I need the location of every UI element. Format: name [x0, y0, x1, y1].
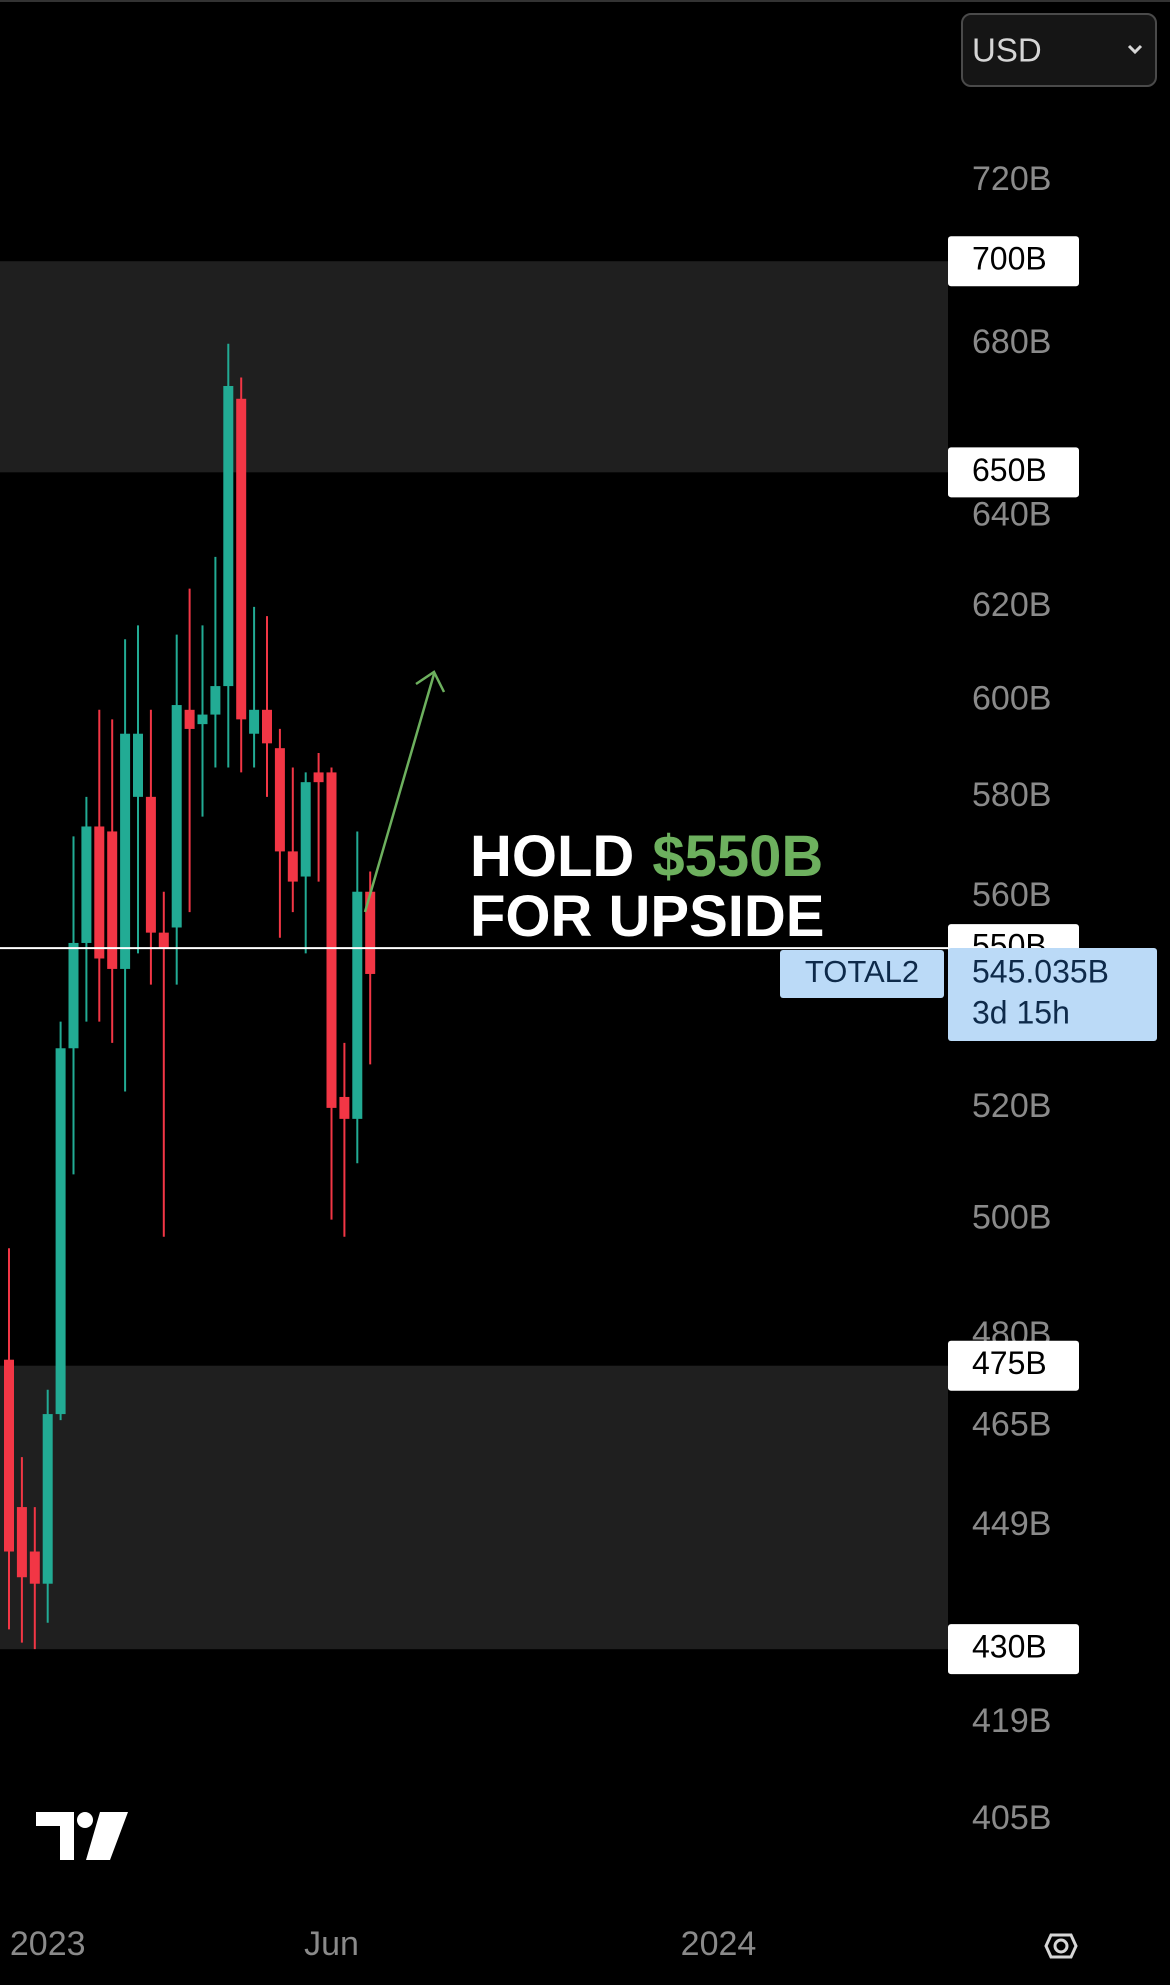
candle-body	[326, 772, 337, 1108]
candle-body	[158, 932, 169, 949]
level-label-box	[948, 1624, 1079, 1675]
y-tick-label: 580B	[972, 776, 1051, 814]
annotation: HOLD $550B	[470, 824, 823, 889]
level-label: 430B	[972, 1629, 1047, 1665]
candle-body	[42, 1414, 53, 1584]
y-tick-label: 449B	[972, 1505, 1051, 1543]
dropdown-box[interactable]	[961, 13, 1157, 87]
candle-body	[287, 851, 298, 882]
candle-body	[171, 705, 182, 928]
countdown-label: 3d 15h	[972, 994, 1070, 1030]
y-tick-label: 720B	[972, 160, 1051, 198]
currency-dropdown[interactable]: USD	[961, 13, 1157, 87]
candle-body	[352, 891, 363, 1119]
x-tick-label: 2024	[681, 1925, 757, 1963]
settings-button[interactable]	[1044, 1933, 1078, 1959]
y-tick-label: 405B	[972, 1799, 1051, 1837]
y-tick-label: 520B	[972, 1087, 1051, 1125]
symbol-label: TOTAL2	[805, 954, 919, 989]
candle-body	[339, 1096, 350, 1119]
level-label-box	[948, 236, 1079, 287]
candle-body	[29, 1551, 40, 1584]
level-label: 475B	[972, 1345, 1047, 1381]
candle-body	[16, 1507, 27, 1578]
level-label-box	[948, 447, 1079, 498]
level-label: 700B	[972, 241, 1047, 277]
settings-icon	[1053, 1938, 1069, 1954]
last-price-label: 545.035B	[972, 953, 1109, 989]
candle-body	[4, 1359, 14, 1552]
candle-body	[365, 891, 376, 974]
candle-body	[94, 826, 105, 959]
settings-icon[interactable]	[1044, 1933, 1078, 1959]
candle-body	[236, 398, 247, 720]
level-label: 650B	[972, 452, 1047, 488]
annotation-text: HOLD	[470, 824, 634, 889]
candle-body	[184, 709, 195, 729]
candle-body	[210, 686, 221, 715]
last-price-box	[948, 947, 1157, 1041]
candle-body	[262, 709, 272, 744]
logo-part	[36, 1812, 74, 1860]
y-tick-label: 640B	[972, 495, 1051, 533]
candle-body	[197, 714, 208, 725]
candle-body	[120, 733, 131, 969]
candle-body	[313, 772, 324, 783]
currency-label[interactable]: USD	[972, 32, 1042, 69]
y-tick-label: 560B	[972, 876, 1051, 914]
candle-body	[55, 1048, 66, 1415]
logo-part	[77, 1812, 93, 1828]
candle-body	[300, 782, 311, 877]
logo-part	[86, 1812, 128, 1860]
level-label-box	[948, 1340, 1079, 1391]
annotation-highlight: $550B	[652, 824, 823, 889]
candle-body	[133, 733, 143, 797]
x-tick-label: 2023	[10, 1925, 86, 1963]
annotation-text: FOR UPSIDE	[470, 884, 825, 949]
candle-body	[249, 709, 260, 734]
x-tick-label: Jun	[304, 1925, 359, 1963]
candle-body	[274, 748, 285, 852]
zone	[0, 261, 948, 473]
y-tick-label: 500B	[972, 1199, 1051, 1237]
candle-body	[81, 826, 92, 943]
chevron	[1127, 44, 1143, 55]
symbol-label-box	[780, 949, 944, 998]
y-tick-label: 620B	[972, 586, 1051, 624]
y-tick-label: 600B	[972, 679, 1051, 717]
candle-body	[107, 831, 118, 969]
candle-body	[145, 796, 156, 933]
zone	[0, 1365, 948, 1650]
y-tick-label: 465B	[972, 1405, 1051, 1443]
logo[interactable]	[36, 1812, 128, 1860]
arrow	[363, 670, 446, 913]
y-tick-label: 680B	[972, 323, 1051, 361]
y-tick-label: 419B	[972, 1702, 1051, 1740]
candle-body	[68, 942, 79, 1049]
candle-body	[223, 385, 234, 687]
